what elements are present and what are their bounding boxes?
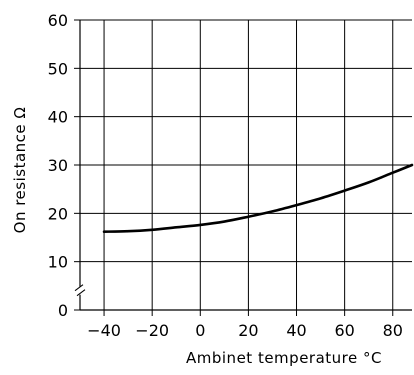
y-tick-label: 10	[48, 253, 68, 272]
x-tick-label: 80	[383, 321, 403, 340]
y-tick-label: 30	[48, 156, 68, 175]
y-axis-label: On resistance Ω	[11, 107, 29, 234]
x-tick-label: −20	[135, 321, 169, 340]
x-tick-label: 0	[195, 321, 205, 340]
tick-labels: 0 10 20 30 40 50 60 −40 −20 0 20 40 60 80	[48, 11, 403, 340]
y-tick-label: 20	[48, 204, 68, 223]
x-tick-label: 40	[286, 321, 306, 340]
axis-break-mark	[74, 284, 84, 292]
x-tick-label: −40	[87, 321, 121, 340]
axis-break-mark	[76, 289, 86, 297]
y-tick-label: 50	[48, 59, 68, 78]
x-tick-label: 20	[238, 321, 258, 340]
x-axis-label: Ambinet temperature °C	[186, 349, 382, 367]
axes	[74, 19, 412, 316]
y-tick-label: 0	[58, 301, 68, 320]
series-line	[102, 163, 414, 233]
grid	[80, 19, 412, 311]
y-tick-label: 40	[48, 108, 68, 127]
axis-break-gap	[75, 286, 85, 295]
y-tick-label: 60	[48, 11, 68, 30]
series-layer	[102, 163, 414, 233]
x-tick-label: 60	[334, 321, 354, 340]
